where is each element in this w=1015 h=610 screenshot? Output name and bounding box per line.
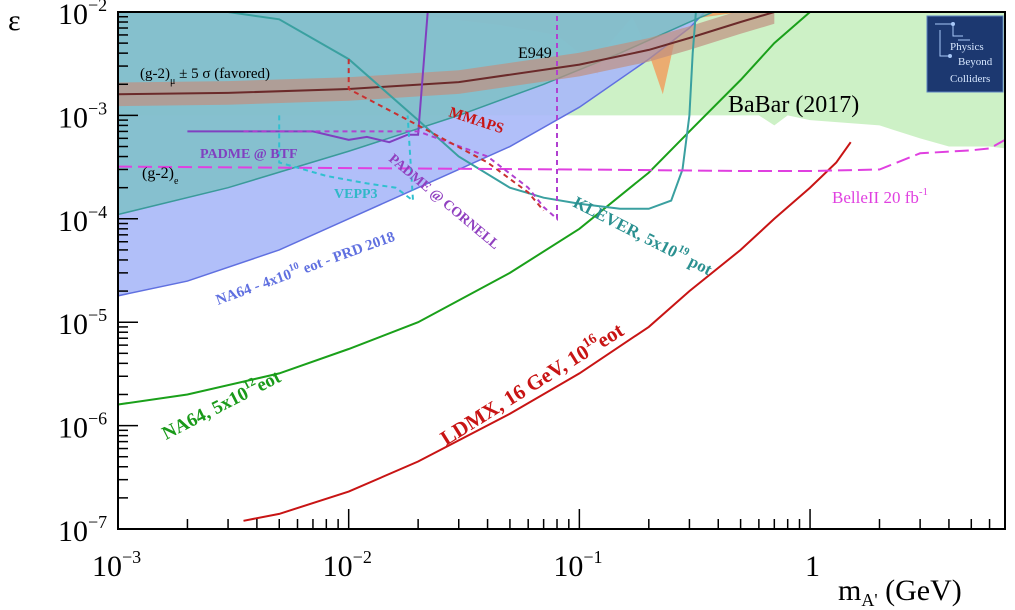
y-tick-label-5: 10−2 (58, 0, 107, 31)
curve-na64-5x10-12-eot (118, 12, 811, 406)
annotation-babar-2017: BaBar (2017) (728, 92, 859, 118)
curve-padme-btf (187, 12, 429, 144)
y-tick-label-0: 10−7 (58, 512, 107, 548)
curve-ldmx-16-gev-10-16-eot (243, 141, 852, 522)
annotation-na64-5x1012eot: NA64, 5x1012eot (157, 363, 285, 445)
annotation-klever-5x1019-pot: KLEVER, 5x1019 pot (570, 191, 716, 279)
plot-frame (117, 11, 1006, 530)
x-tick-label-3: 1 (805, 550, 820, 583)
annotation-belleii-20-fb-1: BelleII 20 fb-1 (832, 186, 928, 207)
annotation-e949: E949 (518, 45, 552, 62)
x-tick-label-0: 10−3 (92, 547, 141, 583)
x-tick-label-2: 10−1 (553, 547, 602, 583)
physics-beyond-colliders-logo: Physics Beyond Colliders (926, 15, 1004, 93)
annotation-ldmx-16-gev-1016eot: LDMX, 16 GeV, 1016eot (435, 317, 627, 450)
x-tick-label-1: 10−2 (323, 547, 372, 583)
curve-mmaps (347, 59, 545, 212)
annotation-padme-btf: PADME @ BTF (200, 147, 298, 162)
logo-line-2: Beyond (958, 56, 993, 68)
annotation-g-2-5-favored: (g-2)μ ± 5 σ (favored) (140, 66, 270, 87)
annotation-vepp3: VEPP3 (334, 187, 378, 202)
axis-ticks (117, 15, 1006, 530)
y-tick-label-3: 10−4 (58, 202, 107, 238)
curve-g-2-5-favored (118, 12, 775, 96)
y-tick-label-1: 10−6 (58, 409, 107, 445)
logo-line-1: Physics (950, 41, 984, 53)
axis-tick-labels: 10−3 10−2 10−1 1 10−7 10−6 10−5 10−4 10−3 10−2 (58, 0, 820, 583)
y-axis-label: ε (8, 4, 21, 37)
projection-curves (118, 12, 1005, 522)
annotation-g-2-e: (g-2)e (142, 165, 179, 187)
logo-line-3: Colliders (950, 73, 990, 85)
curve-padme-cornell (243, 12, 558, 222)
curve-klever-5x10-19-pot (227, 12, 697, 210)
region-g-2-mu-favored-band (118, 12, 775, 107)
curve-belleii-20-fb-1 (118, 139, 1005, 172)
excluded-regions (118, 12, 1005, 297)
y-tick-label-2: 10−5 (58, 305, 107, 341)
x-axis-label: mA' (GeV) (838, 574, 962, 610)
curve-vepp3 (278, 115, 415, 203)
y-tick-label-4: 10−3 (58, 98, 107, 134)
